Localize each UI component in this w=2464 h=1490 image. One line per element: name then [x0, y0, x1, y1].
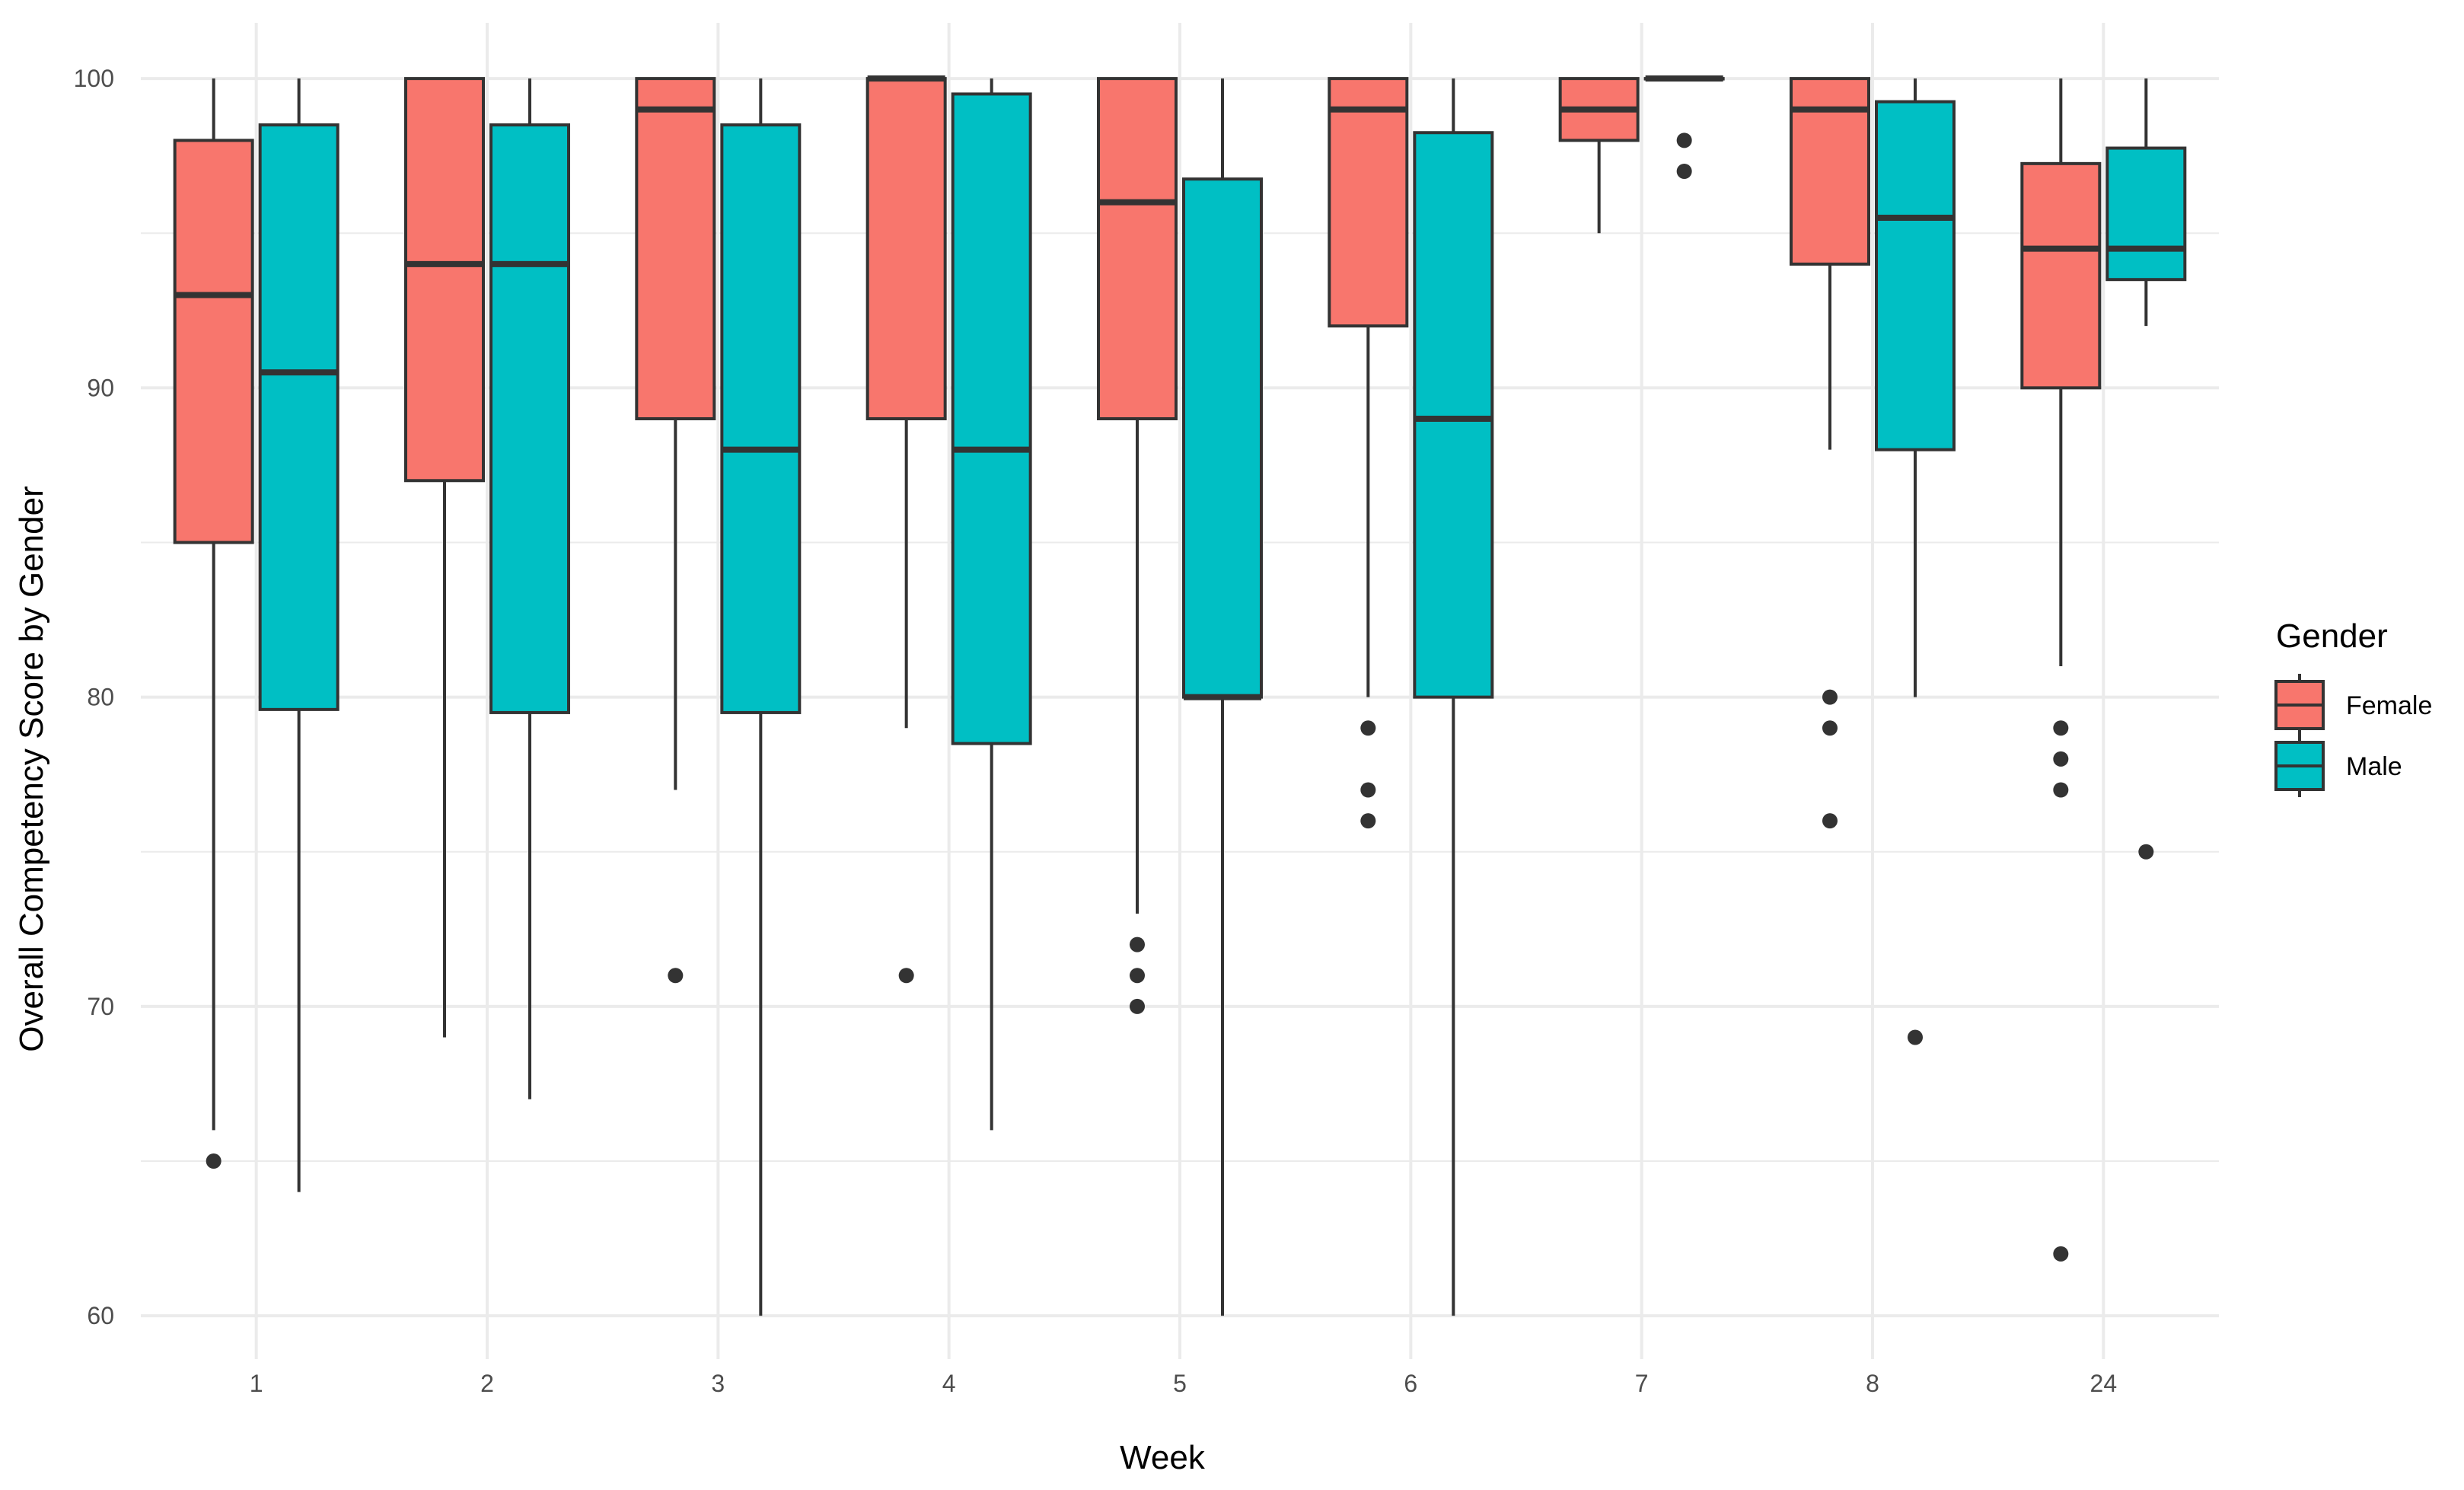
legend-label-female: Female — [2346, 691, 2432, 720]
outlier-point — [1822, 689, 1838, 705]
y-tick-label: 70 — [87, 993, 114, 1020]
outlier-point — [2053, 782, 2069, 798]
outlier-point — [2053, 751, 2069, 767]
outlier-point — [1360, 782, 1376, 798]
box-body — [2105, 146, 2187, 282]
box-body — [1875, 100, 1956, 451]
box-male-week-24 — [2105, 78, 2187, 860]
box-female-week-5 — [1097, 77, 1178, 1014]
x-tick-label: 2 — [480, 1370, 494, 1397]
legend-title: Gender — [2276, 617, 2388, 655]
box-body — [1182, 177, 1263, 699]
y-tick-label: 60 — [87, 1302, 114, 1329]
outlier-point — [1130, 936, 1145, 952]
box-male-week-4 — [951, 78, 1032, 1131]
outlier-point — [2138, 844, 2154, 860]
box-female-week-2 — [404, 77, 485, 1038]
outlier-point — [668, 968, 684, 984]
box-male-week-5 — [1182, 78, 1263, 1316]
outlier-point — [1360, 720, 1376, 736]
x-tick-label: 1 — [250, 1370, 263, 1397]
box-body — [1790, 77, 1870, 266]
legend: Gender Female Male — [2274, 617, 2432, 797]
outlier-point — [206, 1153, 222, 1169]
x-tick-label: 3 — [711, 1370, 725, 1397]
y-axis-title: Overall Competency Score by Gender — [13, 486, 50, 1051]
legend-label-male: Male — [2346, 752, 2402, 781]
box-female-week-6 — [1328, 77, 1409, 829]
box-male-week-2 — [489, 78, 570, 1099]
outlier-point — [1676, 164, 1692, 179]
box-body — [1413, 131, 1494, 699]
outlier-point — [898, 968, 914, 984]
outlier-point — [1360, 813, 1376, 829]
box-body — [951, 92, 1032, 745]
outlier-point — [1676, 132, 1692, 148]
x-tick-label: 6 — [1404, 1370, 1417, 1397]
box-plots — [173, 75, 2187, 1316]
y-tick-label: 100 — [74, 65, 114, 92]
box-body — [865, 77, 947, 420]
box-male-week-7 — [1643, 75, 1725, 179]
box-female-week-3 — [635, 77, 716, 984]
axes: 60 70 80 90 100 1 2 3 4 5 6 7 8 24 — [74, 65, 2118, 1397]
grid-lines — [141, 23, 2219, 1359]
x-axis-title: Week — [1120, 1439, 1206, 1476]
box-male-week-6 — [1413, 78, 1494, 1316]
box-female-week-8 — [1790, 77, 1870, 829]
box-body — [1097, 77, 1178, 420]
box-body — [635, 77, 716, 420]
outlier-point — [1822, 813, 1838, 829]
box-male-week-1 — [258, 78, 339, 1192]
outlier-point — [1908, 1029, 1923, 1045]
box-body — [720, 123, 802, 714]
box-male-week-3 — [720, 78, 802, 1316]
box-female-week-24 — [2020, 78, 2102, 1262]
outlier-point — [2053, 1246, 2069, 1262]
box-female-week-1 — [173, 78, 254, 1169]
box-body — [173, 139, 254, 544]
box-female-week-7 — [1558, 77, 1640, 234]
outlier-point — [1822, 720, 1838, 736]
x-tick-label: 7 — [1635, 1370, 1649, 1397]
x-tick-label: 24 — [2090, 1370, 2118, 1397]
box-body — [404, 77, 485, 483]
box-body — [1328, 77, 1409, 328]
box-body — [489, 123, 570, 714]
y-tick-label: 90 — [87, 374, 114, 401]
x-tick-label: 8 — [1866, 1370, 1879, 1397]
box-body — [258, 123, 339, 711]
x-tick-label: 4 — [942, 1370, 956, 1397]
y-tick-label: 80 — [87, 684, 114, 711]
box-female-week-4 — [865, 75, 947, 984]
box-body — [2020, 161, 2102, 390]
outlier-point — [1130, 968, 1145, 984]
box-male-week-8 — [1875, 78, 1956, 1045]
x-tick-label: 5 — [1173, 1370, 1187, 1397]
outlier-point — [2053, 720, 2069, 736]
outlier-point — [1130, 998, 1145, 1014]
